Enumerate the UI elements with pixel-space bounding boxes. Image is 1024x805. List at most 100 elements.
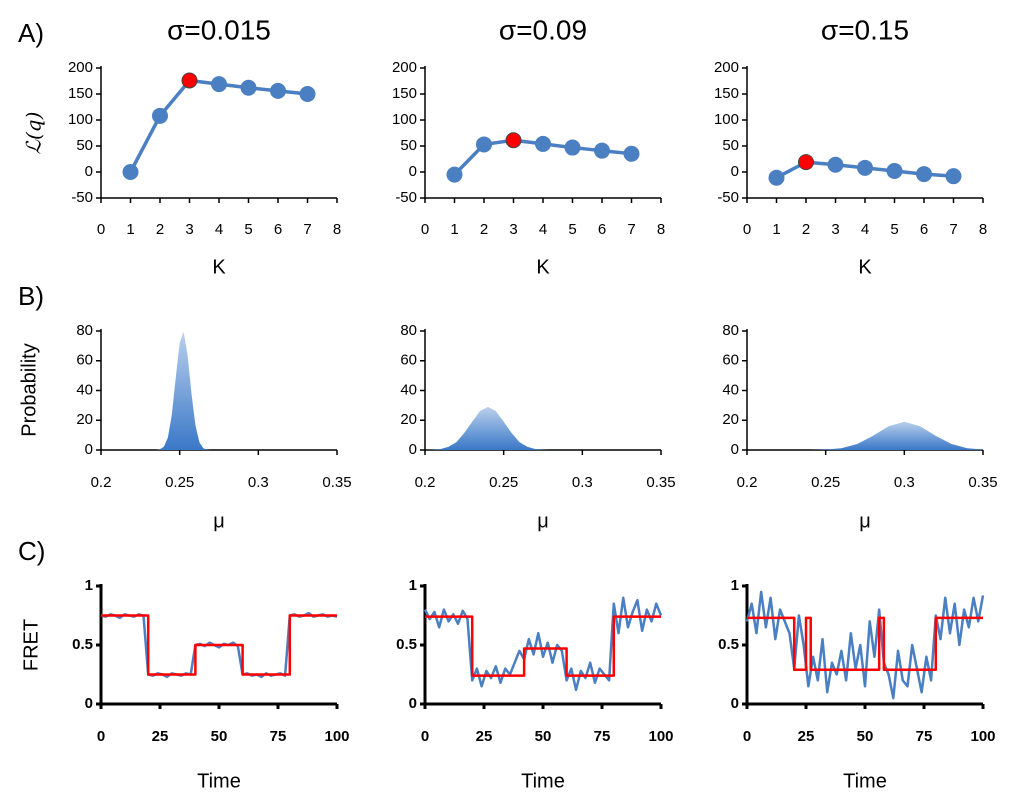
y-tick-label: 50 bbox=[76, 137, 93, 154]
data-point bbox=[623, 145, 640, 162]
data-point bbox=[916, 166, 932, 183]
y-tick-label: 100 bbox=[68, 111, 93, 128]
series-line bbox=[747, 616, 983, 672]
y-tick-label: 40 bbox=[722, 381, 739, 398]
data-point bbox=[299, 86, 316, 102]
y-tick-label: 80 bbox=[722, 322, 739, 339]
y-tick-label: 50 bbox=[722, 137, 739, 154]
x-axis-label: K bbox=[536, 256, 550, 278]
data-point bbox=[857, 159, 873, 176]
y-axis-label: ℒ(q) bbox=[22, 112, 46, 155]
density-area bbox=[425, 406, 551, 450]
x-tick-label: 2 bbox=[480, 221, 488, 238]
x-tick-label: 0 bbox=[743, 728, 751, 745]
panel-label: B) bbox=[18, 281, 44, 311]
x-tick-label: 0.25 bbox=[811, 474, 840, 491]
data-point bbox=[476, 136, 492, 153]
y-tick-label: 60 bbox=[722, 352, 739, 369]
y-tick-label: 150 bbox=[68, 85, 93, 102]
x-tick-label: 75 bbox=[916, 728, 933, 745]
x-tick-label: 5 bbox=[568, 221, 576, 238]
y-axis-label: Probability bbox=[18, 343, 40, 436]
x-tick-label: 75 bbox=[594, 728, 611, 745]
x-axis-label: Time bbox=[197, 770, 241, 792]
data-point bbox=[945, 168, 962, 185]
y-tick-label: 0 bbox=[85, 163, 93, 180]
x-tick-label: 3 bbox=[509, 221, 517, 238]
y-tick-label: 0 bbox=[409, 441, 417, 458]
panel-label: A) bbox=[18, 18, 44, 48]
y-tick-label: 80 bbox=[76, 322, 93, 339]
x-tick-label: 100 bbox=[970, 728, 995, 745]
y-tick-label: 0 bbox=[731, 163, 739, 180]
data-point bbox=[240, 79, 257, 96]
y-tick-label: 60 bbox=[76, 352, 93, 369]
y-tick-label: 1 bbox=[85, 577, 93, 594]
x-tick-label: 0.25 bbox=[489, 474, 518, 491]
x-tick-label: 0.3 bbox=[572, 474, 593, 491]
x-tick-label: 0 bbox=[97, 728, 105, 745]
y-tick-label: 20 bbox=[722, 411, 739, 428]
density-area bbox=[156, 331, 212, 450]
x-tick-label: 3 bbox=[185, 221, 193, 238]
series-line bbox=[425, 615, 661, 677]
x-tick-label: 25 bbox=[476, 728, 493, 745]
data-point bbox=[270, 82, 286, 99]
y-tick-label: 100 bbox=[392, 111, 417, 128]
series-line bbox=[745, 590, 985, 700]
data-point bbox=[181, 72, 198, 89]
x-tick-label: 0 bbox=[421, 221, 429, 238]
x-tick-label: 4 bbox=[215, 221, 223, 238]
data-point bbox=[152, 107, 168, 124]
x-axis-label: Time bbox=[843, 770, 887, 792]
data-point bbox=[827, 156, 844, 173]
x-axis-label: μ bbox=[213, 510, 225, 532]
x-tick-label: 1 bbox=[772, 221, 780, 238]
x-tick-label: 5 bbox=[244, 221, 252, 238]
data-point bbox=[505, 132, 522, 149]
y-tick-label: 0 bbox=[85, 441, 93, 458]
x-tick-label: 6 bbox=[274, 221, 282, 238]
x-tick-label: 0 bbox=[421, 728, 429, 745]
x-tick-label: 2 bbox=[156, 221, 164, 238]
x-axis-label: Time bbox=[521, 770, 565, 792]
data-point bbox=[564, 139, 581, 156]
x-tick-label: 0.35 bbox=[322, 474, 351, 491]
x-tick-label: 50 bbox=[857, 728, 874, 745]
x-tick-label: 4 bbox=[539, 221, 547, 238]
data-point bbox=[446, 166, 463, 183]
y-tick-label: -50 bbox=[717, 189, 739, 206]
x-tick-label: 25 bbox=[798, 728, 815, 745]
y-tick-label: 200 bbox=[68, 59, 93, 76]
y-tick-label: 1 bbox=[731, 577, 739, 594]
data-point bbox=[886, 162, 903, 179]
y-tick-label: 60 bbox=[400, 352, 417, 369]
x-tick-label: 0.2 bbox=[737, 474, 758, 491]
series-line bbox=[423, 596, 663, 692]
y-tick-label: 20 bbox=[76, 411, 93, 428]
y-tick-label: 0 bbox=[409, 695, 417, 712]
x-tick-label: 0.35 bbox=[646, 474, 675, 491]
series-line bbox=[101, 614, 337, 676]
x-tick-label: 5 bbox=[890, 221, 898, 238]
y-tick-label: 0 bbox=[85, 695, 93, 712]
x-tick-label: 50 bbox=[535, 728, 552, 745]
x-tick-label: 0.25 bbox=[165, 474, 194, 491]
x-axis-label: μ bbox=[537, 510, 549, 532]
x-tick-label: 8 bbox=[657, 221, 665, 238]
y-tick-label: 40 bbox=[400, 381, 417, 398]
data-point bbox=[768, 169, 785, 186]
x-tick-label: 0.2 bbox=[91, 474, 112, 491]
data-point bbox=[122, 164, 139, 180]
panel-label: C) bbox=[18, 536, 45, 566]
chart-title: σ=0.09 bbox=[499, 14, 587, 45]
x-tick-label: 8 bbox=[979, 221, 987, 238]
y-tick-label: 0.5 bbox=[72, 636, 93, 653]
x-tick-label: 0.3 bbox=[248, 474, 269, 491]
y-tick-label: 0 bbox=[731, 695, 739, 712]
y-tick-label: 0.5 bbox=[396, 636, 417, 653]
x-tick-label: 8 bbox=[333, 221, 341, 238]
y-tick-label: -50 bbox=[395, 189, 417, 206]
